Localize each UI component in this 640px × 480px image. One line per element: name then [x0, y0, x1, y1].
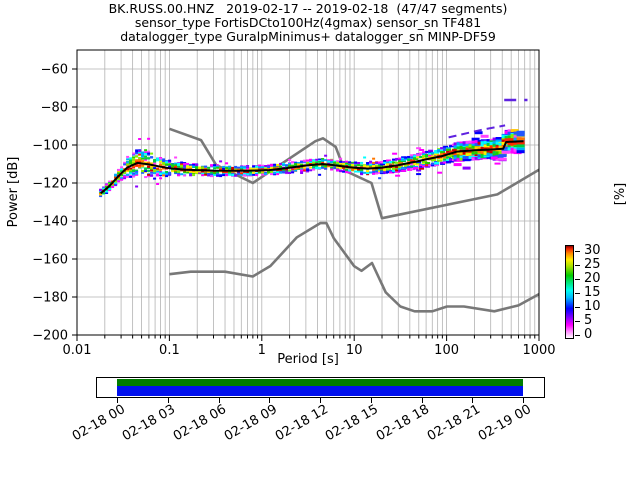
axes-border: [76, 49, 540, 336]
timeline-fill-blue: [117, 386, 523, 396]
timeline-tick: [472, 398, 474, 403]
plot-title: BK.RUSS.00.HNZ 2019-02-17 -- 2019-02-18 …: [108, 1, 508, 16]
axis-ticks: [72, 68, 540, 341]
colorbar-tick-label: 25: [584, 256, 601, 272]
timeline-fill-green: [117, 379, 523, 386]
colorbar-tick-label: 0: [584, 326, 593, 342]
x-tick-label: 10: [346, 343, 363, 358]
y-tick-label: −60: [41, 63, 68, 78]
y-tick-label: −180: [32, 291, 68, 306]
x-tick-label: 100: [434, 343, 459, 358]
plot-subtitle-datalogger: datalogger_type GuralpMinimus+ datalogge…: [120, 29, 496, 44]
y-tick-label: −80: [41, 101, 68, 116]
x-axis-label: Period [s]: [277, 352, 339, 367]
grid-lines: [77, 50, 539, 336]
colorbar-tick: [575, 278, 580, 280]
colorbar-tick: [575, 320, 580, 322]
timeline-tick: [218, 398, 220, 403]
colorbar-tick-label: 20: [584, 270, 601, 286]
y-tick-label: −100: [32, 139, 68, 154]
timeline-tick: [320, 398, 321, 403]
outlier-dash-line: [448, 124, 506, 139]
timeline-tick: [117, 398, 118, 403]
colorbar-tick-label: 30: [584, 242, 601, 258]
x-tick-label: 1000: [522, 343, 555, 358]
nhnm-curve: [168, 127, 539, 220]
mode-line: [99, 140, 524, 195]
x-tick-label: 0.1: [159, 343, 180, 358]
x-tick-label: 0.01: [63, 343, 92, 358]
timeline-tick: [167, 398, 169, 403]
colorbar-label: [%]: [613, 182, 628, 206]
timeline-tick: [421, 398, 423, 403]
y-tick-label: −120: [32, 177, 68, 192]
y-tick-label: −160: [32, 253, 68, 268]
outlier-dash-line: [490, 156, 513, 160]
timeline-tick: [370, 398, 372, 403]
colorbar-tick-label: 10: [584, 298, 601, 314]
y-tick-label: −140: [32, 215, 68, 230]
colorbar-tick: [575, 264, 580, 266]
y-tick-label: −200: [32, 329, 68, 344]
colorbar-tick-label: 15: [584, 284, 601, 300]
y-axis-label: Power [dB]: [6, 156, 21, 228]
colorbar-tick: [575, 250, 580, 252]
colorbar-tick: [575, 306, 580, 308]
timeline-tick: [269, 398, 271, 403]
psd-histogram: [99, 129, 525, 198]
timeline-tick: [523, 398, 524, 403]
nlnm-curve: [169, 221, 539, 313]
colorbar: [565, 245, 574, 339]
plot-subtitle-sensor: sensor_type FortisDCto100Hz(4gmax) senso…: [134, 15, 482, 30]
colorbar-tick-label: 5: [584, 312, 593, 328]
colorbar-tick: [575, 292, 580, 294]
timeline-bar: [96, 377, 545, 398]
colorbar-tick: [575, 334, 580, 336]
x-tick-label: 1: [258, 343, 266, 358]
